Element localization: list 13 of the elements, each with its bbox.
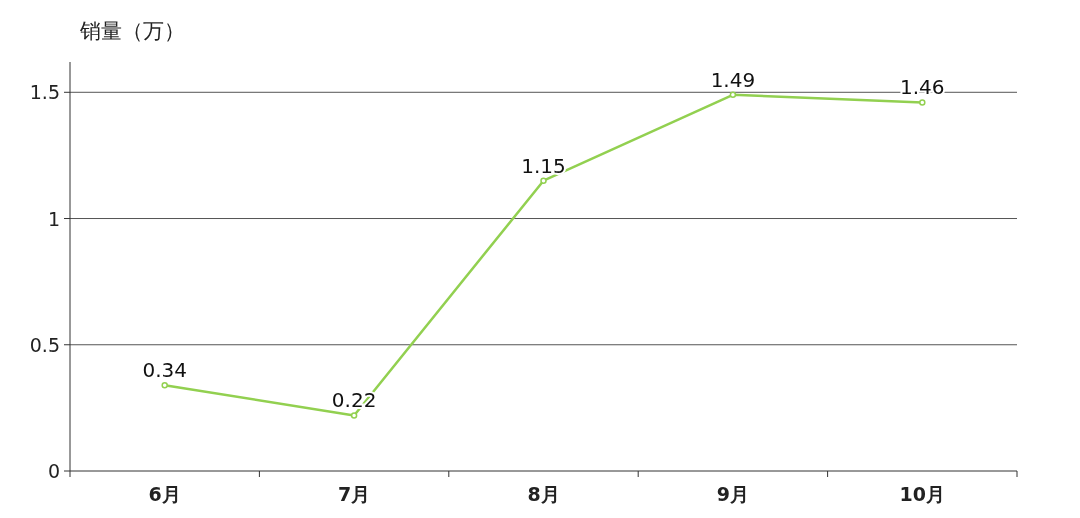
x-tick-label: 7月 xyxy=(337,483,371,505)
x-tick-label: 10月 xyxy=(899,483,946,505)
y-tick-label: 0.5 xyxy=(29,333,60,356)
x-tick-label: 9月 xyxy=(716,483,750,505)
y-tick-label: 1.5 xyxy=(29,81,60,104)
x-tick-label: 8月 xyxy=(527,483,560,505)
y-tick-label: 0 xyxy=(47,460,60,482)
data-label: 1.49 xyxy=(710,67,756,92)
data-label: 1.15 xyxy=(521,153,566,178)
x-tick-label: 6月 xyxy=(148,483,181,505)
data-label: 0.34 xyxy=(142,358,187,383)
y-tick-label: 1 xyxy=(47,207,60,230)
y-axis-title: 销量（万） xyxy=(79,19,185,43)
